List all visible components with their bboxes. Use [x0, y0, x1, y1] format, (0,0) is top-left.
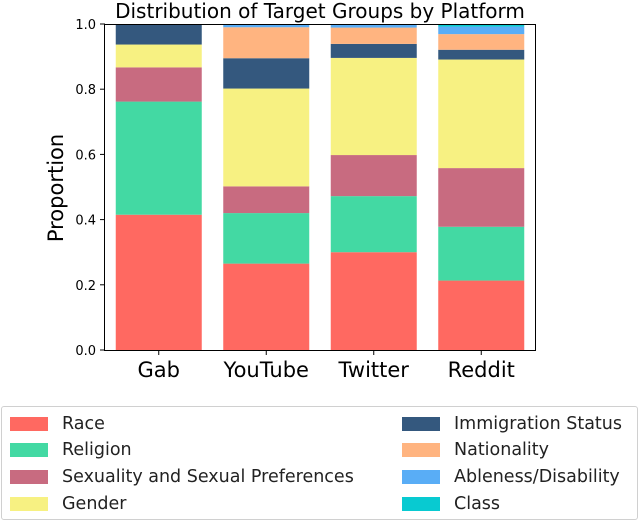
- bar-segment-reddit-7: [438, 24, 525, 27]
- y-tick-label: 0.4: [75, 214, 96, 229]
- bar-segment-youtube-1: [223, 213, 310, 264]
- y-axis-label: Proportion: [44, 134, 68, 242]
- x-axis-ticks: Gab YouTube Twitter Reddit: [138, 350, 515, 382]
- bar-segment-reddit-4: [438, 49, 525, 60]
- y-tick-label: 0.8: [75, 83, 96, 98]
- bar-segment-twitter-0: [330, 252, 417, 350]
- y-tick-label: 0.0: [75, 344, 96, 359]
- legend-swatch: [402, 417, 440, 431]
- legend-swatch: [10, 497, 48, 511]
- bar-segment-youtube-0: [223, 263, 310, 350]
- y-axis-ticks: 0.0 0.2 0.4 0.6 0.8 1.0: [75, 18, 105, 359]
- plot-frame: [104, 24, 536, 351]
- bar-segment-reddit-0: [438, 280, 525, 350]
- bar-segment-twitter-3: [330, 57, 417, 156]
- bar-segment-twitter-1: [330, 196, 417, 253]
- legend: Race Religion Sexuality and Sexual Prefere…: [1, 406, 638, 520]
- x-tick-label: Twitter: [338, 358, 410, 382]
- bar-segment-reddit-6: [438, 26, 525, 35]
- legend-label: Sexuality and Sexual Preferences: [62, 467, 354, 487]
- bar-segment-twitter-6: [330, 24, 417, 28]
- chart-title: Distribution of Target Groups by Platfor…: [115, 0, 525, 23]
- stacked-bar-chart: Distribution of Target Groups by Platfor…: [44, 0, 536, 382]
- legend-swatch: [10, 417, 48, 431]
- bar-segment-youtube-2: [223, 186, 310, 214]
- bar-segment-reddit-3: [438, 59, 525, 169]
- bar-segment-reddit-2: [438, 168, 525, 227]
- bar-segment-youtube-3: [223, 88, 310, 187]
- legend-item: Ableness/Disability: [402, 466, 620, 488]
- legend-label: Class: [454, 494, 501, 514]
- bar-segment-twitter-4: [330, 43, 417, 58]
- y-tick-label: 0.2: [75, 279, 96, 294]
- x-tick-label: Gab: [138, 358, 180, 382]
- legend-swatch: [402, 470, 440, 484]
- bar-segment-gab-3: [115, 44, 202, 68]
- y-tick-label: 0.6: [75, 148, 96, 163]
- bar-segment-gab-4: [115, 24, 202, 45]
- bar-segment-gab-1: [115, 101, 202, 215]
- legend-swatch: [402, 497, 440, 511]
- bar-segment-reddit-5: [438, 34, 525, 50]
- legend-item: Nationality: [402, 439, 549, 461]
- legend-item: Race: [10, 413, 105, 435]
- legend-label: Ableness/Disability: [454, 467, 620, 487]
- bar-segment-youtube-5: [223, 27, 310, 59]
- legend-label: Nationality: [454, 440, 550, 460]
- bar-segment-gab-0: [115, 214, 202, 350]
- bar-segment-reddit-1: [438, 226, 525, 281]
- bar-segment-twitter-5: [330, 27, 417, 44]
- x-tick-label: YouTube: [223, 358, 309, 382]
- legend-item: Gender: [10, 493, 127, 515]
- legend-swatch: [402, 443, 440, 457]
- legend-item: Immigration Status: [402, 413, 622, 435]
- y-tick-label: 1.0: [75, 18, 96, 33]
- bar-segment-gab-2: [115, 67, 202, 102]
- legend-item: Class: [402, 493, 500, 515]
- bar-segment-youtube-4: [223, 58, 310, 89]
- legend-label: Race: [62, 414, 105, 434]
- legend-item: Sexuality and Sexual Preferences: [10, 466, 354, 488]
- legend-label: Religion: [62, 440, 132, 460]
- legend-label: Gender: [62, 494, 127, 514]
- x-tick-label: Reddit: [448, 358, 515, 382]
- bars-group: [115, 24, 525, 350]
- bar-segment-twitter-2: [330, 155, 417, 197]
- legend-swatch: [10, 443, 48, 457]
- legend-swatch: [10, 470, 48, 484]
- legend-label: Immigration Status: [454, 414, 622, 434]
- bar-segment-youtube-6: [223, 24, 310, 28]
- legend-item: Religion: [10, 439, 132, 461]
